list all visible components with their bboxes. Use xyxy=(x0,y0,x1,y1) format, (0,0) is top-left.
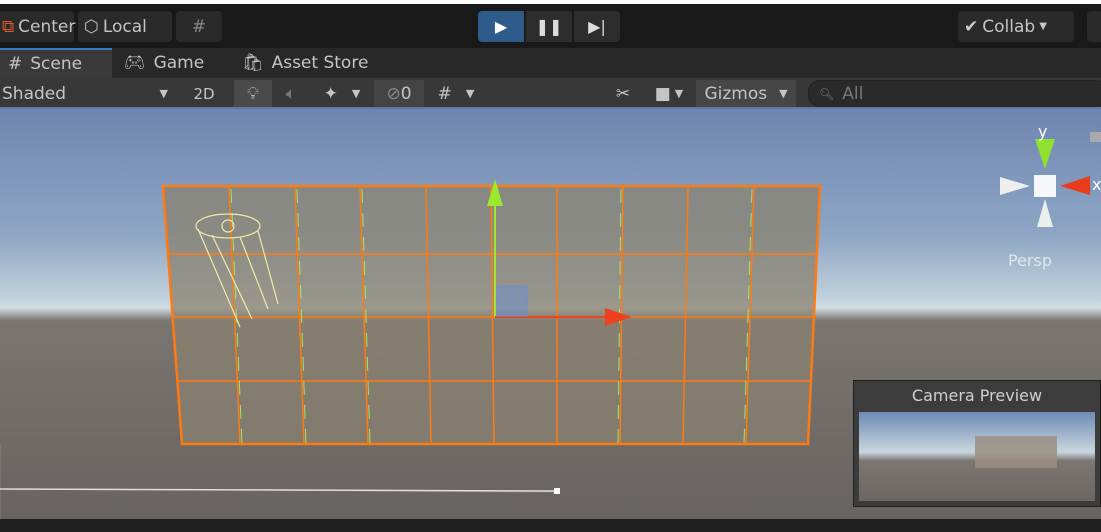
projection-label[interactable]: Persp xyxy=(1008,251,1052,270)
chevron-down-icon: ▼ xyxy=(465,87,475,100)
light-gizmo xyxy=(195,213,279,328)
top-border xyxy=(0,0,1101,4)
pivot-center-button[interactable]: ⧉ Center xyxy=(0,11,75,42)
eye-slash-icon: ⊘ xyxy=(386,83,401,104)
gamepad-icon: 🎮︎ xyxy=(124,53,146,73)
hidden-objects-toggle[interactable]: ⊘ 0 xyxy=(374,80,424,107)
tools-button[interactable]: ✂ xyxy=(604,80,642,107)
grid-origin-handle xyxy=(554,488,560,494)
grid-snap-icon: # xyxy=(191,16,207,37)
pause-icon: ❚❚ xyxy=(535,17,563,36)
scene-viewport[interactable]: y x Persp Camera Preview xyxy=(0,109,1101,532)
lightbulb-icon: 💡︎ xyxy=(247,83,259,104)
gizmos-dropdown[interactable]: Gizmos ▼ xyxy=(696,80,796,107)
orientation-gizmo xyxy=(1000,139,1090,227)
search-icon: 🔍︎ xyxy=(819,86,835,101)
kebab-icon: ⋮ xyxy=(1094,53,1101,73)
bag-icon: 🛍︎ xyxy=(242,53,264,73)
collab-button[interactable]: ✔ Collab ▼ xyxy=(958,11,1074,42)
ground-line xyxy=(0,488,559,492)
scene-toolbar: Shaded ▼ 2D 💡︎ 🔈︎ ✦ ▼ ⊘ 0 # ▼ ✂ ■ ▼ Gizmos ▼ 🔍… xyxy=(0,78,1101,109)
draw-mode-dropdown[interactable]: Shaded ▼ xyxy=(2,83,168,104)
audio-toggle[interactable]: 🔈︎ xyxy=(272,80,310,107)
play-button[interactable]: ▶ xyxy=(478,11,524,42)
chevron-down-icon: ▼ xyxy=(159,87,168,100)
search-input[interactable]: 🔍︎ All xyxy=(808,80,1101,107)
chevron-down-icon: ▼ xyxy=(779,87,788,100)
account-button[interactable] xyxy=(1087,11,1101,42)
grid-dropdown[interactable]: # ▼ xyxy=(426,80,486,107)
pivot-icon: ⧉ xyxy=(2,16,15,37)
x-arrow-handle xyxy=(605,308,632,326)
camera-preview-image xyxy=(859,412,1095,501)
chevron-down-icon: ▼ xyxy=(1039,21,1047,32)
camera-preview-panel: Camera Preview xyxy=(853,380,1101,507)
gizmo-x-label: x xyxy=(1092,175,1101,194)
tab-asset-store[interactable]: 🛍︎ Asset Store xyxy=(242,53,369,73)
pivot-local-button[interactable]: ⬡ Local xyxy=(78,11,172,42)
mesh-wireframe xyxy=(168,185,816,445)
local-cube-icon: ⬡ xyxy=(84,16,99,37)
effects-dropdown[interactable]: ✦ ▼ xyxy=(310,80,374,107)
tools-icon: ✂ xyxy=(615,83,631,104)
tab-game[interactable]: 🎮︎ Game xyxy=(124,53,205,73)
more-menu-button[interactable]: ⋮ xyxy=(1094,48,1101,78)
grid-icon: # xyxy=(437,83,452,104)
camera-icon: ■ xyxy=(654,83,671,104)
step-icon: ▶| xyxy=(588,17,606,36)
collab-check-icon: ✔ xyxy=(964,16,979,37)
chevron-down-icon: ▼ xyxy=(674,87,684,100)
tab-bar: #Scene 🎮︎Game 🛍︎Asset Store ⋮ xyxy=(0,48,1101,78)
xy-plane-handle xyxy=(496,285,528,317)
step-button[interactable]: ▶| xyxy=(574,11,620,42)
effects-icon: ✦ xyxy=(323,83,338,104)
grid-snap-button[interactable]: # xyxy=(176,11,222,42)
tab-scene[interactable]: # Scene xyxy=(0,48,112,78)
bottom-bar xyxy=(0,519,1101,532)
play-icon: ▶ xyxy=(494,17,508,36)
2d-toggle[interactable]: 2D xyxy=(193,84,215,103)
camera-preview-title: Camera Preview xyxy=(911,385,1043,405)
scene-content: y x Persp xyxy=(0,122,1101,532)
gizmo-y-label: y xyxy=(1038,122,1047,141)
camera-dropdown[interactable]: ■ ▼ xyxy=(644,80,694,107)
chevron-down-icon: ▼ xyxy=(351,87,361,100)
speaker-icon: 🔈︎ xyxy=(285,83,297,104)
pause-button[interactable]: ❚❚ xyxy=(526,11,572,42)
main-toolbar: ⧉ Center ⬡ Local # ▶ ❚❚ ▶| ✔ Collab ▼ xyxy=(0,4,1101,48)
selected-mesh xyxy=(161,184,822,446)
lock-icon xyxy=(1090,132,1101,142)
lighting-toggle[interactable]: 💡︎ xyxy=(234,80,272,107)
y-arrow-handle xyxy=(487,179,503,206)
hash-icon: # xyxy=(8,54,23,74)
